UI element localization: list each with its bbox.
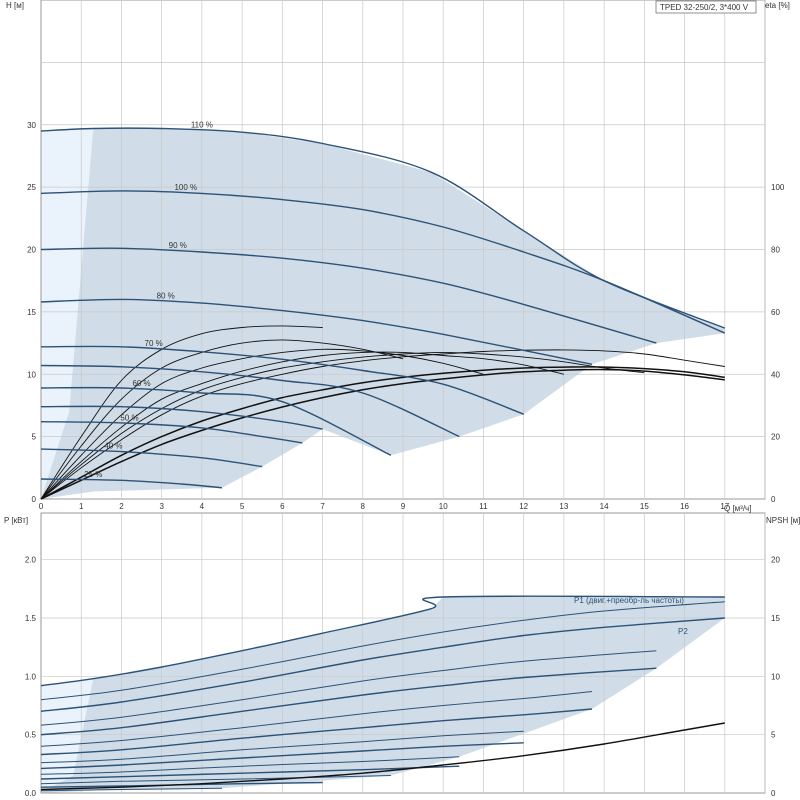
npsh-curve	[40, 722, 725, 791]
head-curve-label: 100 %	[174, 183, 197, 192]
x-axis-label: Q [м³/ч]	[724, 504, 751, 513]
head-curve-label: 25 %	[84, 470, 102, 479]
x-tick-label: 1	[79, 502, 84, 511]
x-tick-label: 14	[600, 502, 609, 511]
power-curve	[40, 601, 725, 701]
power-envelope	[41, 597, 725, 793]
power-curve	[40, 787, 223, 792]
p2-annotation: P2	[678, 627, 688, 636]
power-tick-label: 0.0	[25, 789, 37, 798]
y-left-tick-label: 5	[32, 433, 37, 442]
x-tick-label: 13	[559, 502, 568, 511]
x-tick-label: 12	[519, 502, 528, 511]
head-curve	[40, 421, 303, 444]
power-curve	[40, 650, 657, 726]
y-right-axis-label: eta [%]	[765, 1, 790, 10]
y-left-axis-label: H [м]	[6, 1, 24, 10]
y-right-tick-label: 100	[771, 183, 785, 192]
power-tick-label: 1.0	[25, 672, 37, 681]
power-curve	[40, 667, 657, 736]
head-curve	[40, 190, 726, 334]
x-tick-label: 8	[361, 502, 366, 511]
x-tick-label: 2	[119, 502, 124, 511]
efficiency-curve	[40, 349, 725, 500]
power-curve	[40, 595, 725, 687]
x-tick-label: 0	[39, 502, 44, 511]
head-curve-label: 90 %	[169, 241, 187, 250]
npsh-tick-label: 10	[771, 672, 780, 681]
x-tick-label: 10	[439, 502, 448, 511]
npsh-tick-label: 5	[771, 731, 776, 740]
x-tick-label: 4	[200, 502, 205, 511]
y-right-tick-label: 20	[771, 433, 780, 442]
head-curve-label: 50 %	[120, 413, 138, 422]
head-curve	[40, 298, 593, 365]
y-left-tick-label: 25	[27, 183, 36, 192]
head-curve	[40, 127, 726, 329]
efficiency-curve	[40, 339, 404, 500]
power-curve	[40, 617, 725, 712]
head-curve	[40, 386, 392, 456]
head-curve	[40, 448, 263, 468]
title-box	[655, 0, 757, 14]
power-curve	[40, 756, 460, 775]
npsh-tick-label: 20	[771, 556, 780, 565]
head-efficiency-panel: 0 1 2 3 4 5 6 7 8 9 10 11 12 13 14 15 16 1705101520253002…	[27, 0, 785, 511]
head-curve	[40, 405, 323, 430]
head-curve	[40, 478, 223, 489]
operating-envelope	[41, 128, 725, 499]
p1-annotation: P1 (двиг.+преобр-ль частоты)	[574, 596, 684, 605]
power-curve	[40, 708, 593, 756]
y-right-tick-label: 0	[771, 495, 776, 504]
npsh-tick-label: 0	[771, 789, 776, 798]
x-tick-label: 5	[240, 502, 245, 511]
y-right-tick-label: 80	[771, 246, 780, 255]
head-curve	[40, 364, 460, 438]
x-tick-label: 9	[401, 502, 406, 511]
y-right-tick-label: 60	[771, 308, 780, 317]
power-axis-label: P [кВт]	[4, 516, 28, 525]
chart-title: TPED 32-250/2, 3*400 V	[660, 3, 749, 12]
x-tick-label: 3	[159, 502, 164, 511]
head-curve-label: 80 %	[157, 291, 175, 300]
y-left-tick-label: 15	[27, 308, 36, 317]
power-curve	[40, 765, 460, 780]
efficiency-curve	[40, 325, 323, 500]
power-tick-label: 1.5	[25, 614, 37, 623]
power-curve	[40, 691, 593, 747]
power-npsh-panel: 0.0 0.5 1.0 1.5 2.0 0 5 10 15 20	[25, 512, 780, 798]
y-left-tick-label: 30	[27, 121, 36, 130]
head-curve-label: 60 %	[132, 379, 150, 388]
head-curve	[40, 345, 524, 415]
power-tick-label: 2.0	[25, 556, 37, 565]
efficiency-curve	[40, 348, 484, 500]
y-right-tick-label: 40	[771, 370, 780, 379]
y-left-tick-label: 10	[27, 370, 36, 379]
x-tick-label: 16	[680, 502, 689, 511]
npsh-tick-label: 15	[771, 614, 780, 623]
power-curve	[40, 775, 391, 785]
head-curve-label: 40 %	[104, 441, 122, 450]
npsh-axis-label: NPSH [м]	[766, 516, 800, 525]
x-tick-label: 17	[720, 502, 729, 511]
efficiency-curve	[40, 366, 725, 500]
power-tick-label: 0.5	[25, 731, 37, 740]
efficiency-curve	[40, 351, 645, 500]
y-left-tick-label: 20	[27, 246, 36, 255]
power-curve	[40, 730, 524, 764]
x-tick-label: 11	[479, 502, 488, 511]
head-curve-label: 70 %	[145, 339, 163, 348]
efficiency-curve	[40, 351, 565, 500]
x-tick-label: 7	[320, 502, 325, 511]
head-curve	[40, 247, 657, 344]
x-tick-label: 6	[280, 502, 285, 511]
x-tick-label: 15	[640, 502, 649, 511]
efficiency-curve	[40, 368, 725, 500]
power-curve	[40, 742, 524, 770]
head-curve-label: 110 %	[191, 120, 213, 129]
y-left-tick-label: 0	[32, 495, 37, 504]
